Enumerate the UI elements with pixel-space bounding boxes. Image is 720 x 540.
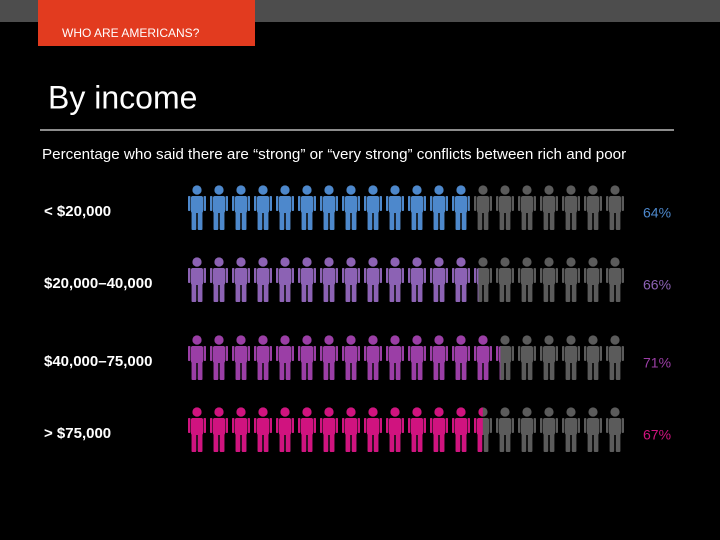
section-tag: WHO ARE AMERICANS?: [62, 26, 200, 40]
value-label: 67%: [643, 427, 671, 443]
row-label: > $75,000: [44, 425, 111, 442]
value-label: 66%: [643, 277, 671, 293]
row-label: < $20,000: [44, 203, 111, 220]
chart-title: By income: [48, 79, 197, 115]
row-label: $20,000–40,000: [44, 275, 152, 292]
row-label: $40,000–75,000: [44, 353, 152, 370]
subtitle: Percentage who said there are “strong” o…: [42, 146, 626, 163]
value-label: 64%: [643, 205, 671, 221]
section-tab: [38, 0, 255, 46]
value-label: 71%: [643, 355, 671, 371]
